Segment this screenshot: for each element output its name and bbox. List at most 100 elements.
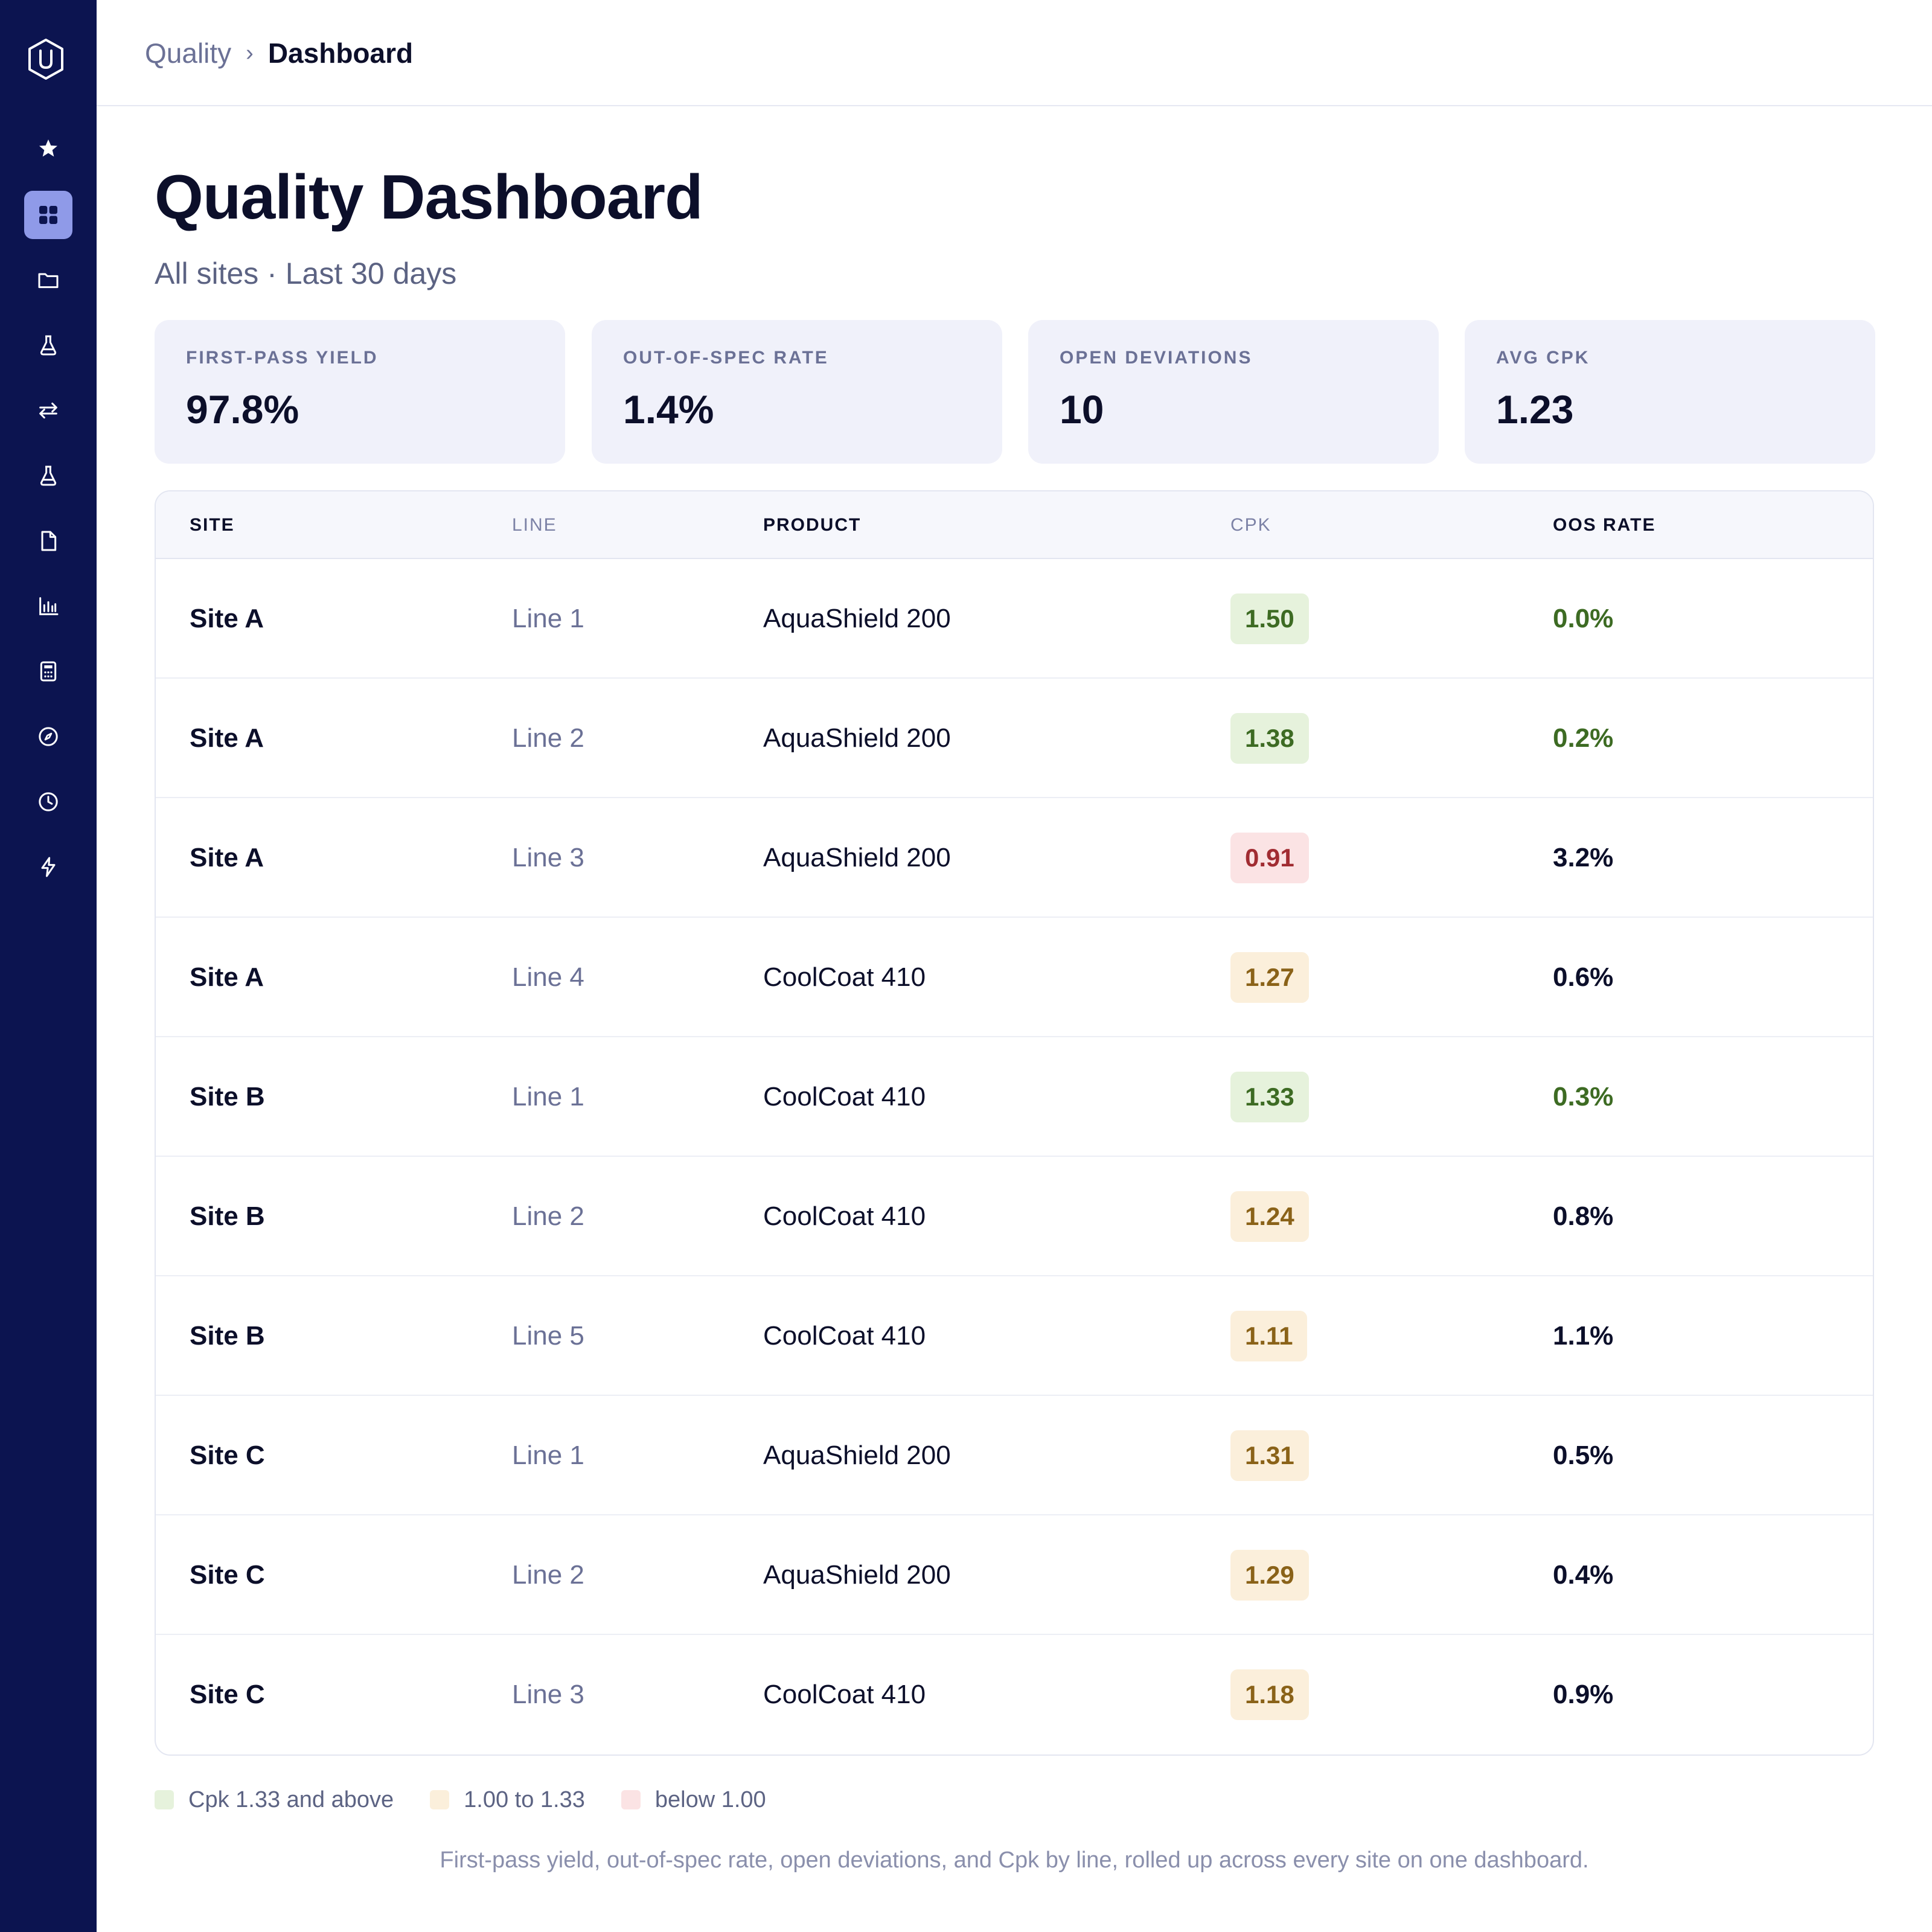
cell-line-text: Line 2 (512, 723, 584, 753)
cell-product-text: CoolCoat 410 (763, 1680, 926, 1709)
cell-oos-rate: 0.8% (1553, 1157, 1613, 1276)
kpi-value: 97.8% (186, 387, 299, 432)
cell-line-text: Line 1 (512, 1441, 584, 1470)
cell-site: Site A (190, 918, 264, 1037)
table-row[interactable]: Site A Line 4 CoolCoat 410 1.27 0.6% (156, 918, 1873, 1037)
legend-item-good: Cpk 1.33 and above (155, 1787, 394, 1813)
cell-product: AquaShield 200 (763, 1396, 951, 1515)
bolt-icon[interactable] (24, 843, 72, 891)
cpk-badge: 1.50 (1230, 593, 1309, 644)
calculator-icon[interactable] (24, 647, 72, 696)
oos-rate-value: 0.8% (1553, 1201, 1614, 1231)
cell-site-text: Site C (190, 1560, 265, 1590)
legend-swatch (155, 1790, 174, 1809)
kpi-value: 1.4% (623, 387, 714, 432)
cell-line: Line 4 (512, 918, 584, 1037)
cell-line-text: Line 3 (512, 1680, 584, 1709)
cell-line: Line 1 (512, 1037, 584, 1157)
breadcrumb-separator: › (246, 40, 254, 66)
column-header-line[interactable]: LINE (512, 515, 557, 535)
cell-site-text: Site A (190, 962, 264, 992)
cell-cpk: 1.29 (1230, 1515, 1309, 1635)
cell-product: AquaShield 200 (763, 1515, 951, 1635)
column-header-product[interactable]: PRODUCT (763, 515, 862, 535)
cpk-badge: 1.27 (1230, 952, 1309, 1003)
compass-icon[interactable] (24, 712, 72, 761)
legend-swatch (430, 1790, 450, 1809)
cell-line: Line 2 (512, 1157, 584, 1276)
table-row[interactable]: Site C Line 1 AquaShield 200 1.31 0.5% (156, 1396, 1873, 1515)
cell-site: Site B (190, 1037, 265, 1157)
cell-cpk: 1.50 (1230, 559, 1309, 679)
table-row[interactable]: Site C Line 3 CoolCoat 410 1.18 0.9% (156, 1635, 1873, 1754)
cell-product: CoolCoat 410 (763, 1635, 926, 1754)
cell-product-text: CoolCoat 410 (763, 1321, 926, 1351)
column-header-oos-rate[interactable]: OOS RATE (1553, 515, 1656, 535)
kpi-label: AVG CPK (1496, 348, 1590, 368)
cpk-badge: 1.18 (1230, 1669, 1309, 1720)
cell-line: Line 3 (512, 1635, 584, 1754)
cell-line-text: Line 3 (512, 843, 584, 872)
kpi-card-avg-cpk: AVG CPK 1.23 (1465, 320, 1875, 464)
cell-site-text: Site B (190, 1321, 265, 1351)
cell-product-text: AquaShield 200 (763, 843, 951, 872)
cell-line: Line 1 (512, 1396, 584, 1515)
table-row[interactable]: Site A Line 2 AquaShield 200 1.38 0.2% (156, 679, 1873, 798)
cell-line-text: Line 1 (512, 1082, 584, 1112)
cell-site: Site A (190, 798, 264, 918)
swap-arrows-icon[interactable] (24, 386, 72, 435)
cell-product-text: CoolCoat 410 (763, 1082, 926, 1112)
grid-icon[interactable] (24, 191, 72, 239)
cell-line: Line 3 (512, 798, 584, 918)
cpk-badge: 1.38 (1230, 713, 1309, 764)
clock-icon[interactable] (24, 778, 72, 826)
flask-icon[interactable] (24, 452, 72, 500)
oos-rate-value: 1.1% (1553, 1321, 1614, 1351)
cell-product-text: AquaShield 200 (763, 723, 951, 753)
breadcrumb-parent-link[interactable]: Quality (145, 37, 232, 69)
legend-label: Cpk 1.33 and above (188, 1786, 394, 1812)
cell-line-text: Line 4 (512, 962, 584, 992)
table-row[interactable]: Site B Line 1 CoolCoat 410 1.33 0.3% (156, 1037, 1873, 1157)
table-row[interactable]: Site B Line 5 CoolCoat 410 1.11 1.1% (156, 1276, 1873, 1396)
star-icon[interactable] (24, 124, 72, 173)
cell-line: Line 1 (512, 559, 584, 679)
cell-oos-rate: 1.1% (1553, 1276, 1613, 1396)
kpi-label: OPEN DEVIATIONS (1060, 348, 1253, 368)
table-row[interactable]: Site A Line 1 AquaShield 200 1.50 0.0% (156, 559, 1873, 679)
topbar: Quality › Dashboard (97, 0, 1932, 106)
flask-icon[interactable] (24, 321, 72, 369)
cell-product: CoolCoat 410 (763, 1276, 926, 1396)
cpk-legend: Cpk 1.33 and above 1.00 to 1.33 below 1.… (155, 1785, 802, 1815)
kpi-card-out-of-spec-rate: OUT-OF-SPEC RATE 1.4% (592, 320, 1002, 464)
cell-site: Site A (190, 679, 264, 798)
cpk-badge: 1.31 (1230, 1430, 1309, 1481)
folder-icon[interactable] (24, 256, 72, 304)
cell-line: Line 2 (512, 679, 584, 798)
table-row[interactable]: Site A Line 3 AquaShield 200 0.91 3.2% (156, 798, 1873, 918)
document-icon[interactable] (24, 517, 72, 565)
cell-cpk: 1.33 (1230, 1037, 1309, 1157)
app-logo-icon[interactable] (27, 37, 65, 81)
cell-product-text: CoolCoat 410 (763, 1201, 926, 1231)
table-row[interactable]: Site C Line 2 AquaShield 200 1.29 0.4% (156, 1515, 1873, 1635)
cell-product: AquaShield 200 (763, 559, 951, 679)
cell-oos-rate: 0.9% (1553, 1635, 1613, 1754)
cell-oos-rate: 3.2% (1553, 798, 1613, 918)
cell-site-text: Site C (190, 1680, 265, 1709)
cell-product: AquaShield 200 (763, 798, 951, 918)
table-header: SITE LINE PRODUCT CPK OOS RATE (156, 491, 1873, 559)
legend-swatch (621, 1790, 641, 1809)
cell-site-text: Site C (190, 1441, 265, 1470)
cell-oos-rate: 0.3% (1553, 1037, 1613, 1157)
cell-oos-rate: 0.2% (1553, 679, 1613, 798)
quality-table: SITE LINE PRODUCT CPK OOS RATE Site A Lin… (155, 490, 1874, 1756)
table-row[interactable]: Site B Line 2 CoolCoat 410 1.24 0.8% (156, 1157, 1873, 1276)
oos-rate-value: 0.3% (1553, 1082, 1614, 1112)
column-header-site[interactable]: SITE (190, 515, 235, 535)
bar-chart-icon[interactable] (24, 582, 72, 630)
breadcrumb-current: Dashboard (267, 37, 414, 69)
breadcrumb: Quality › Dashboard (145, 34, 413, 72)
column-header-cpk[interactable]: CPK (1230, 515, 1271, 535)
sidebar (0, 0, 97, 1932)
